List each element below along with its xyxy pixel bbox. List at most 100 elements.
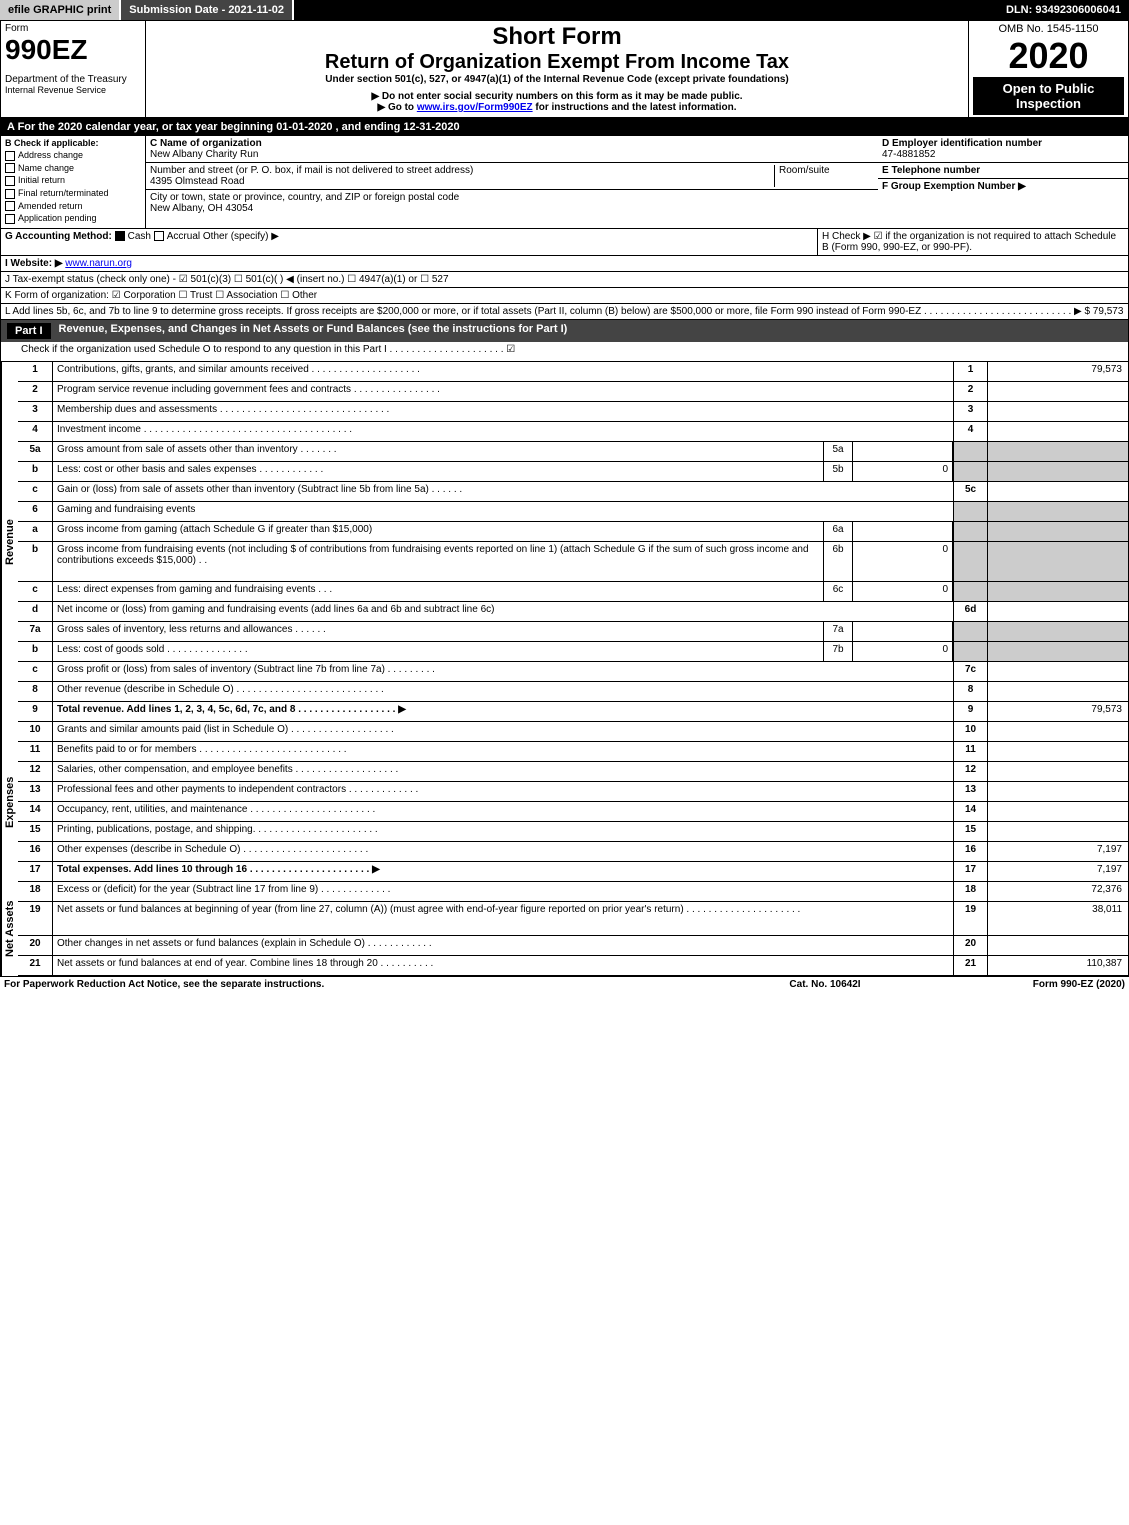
phone-label: E Telephone number: [882, 165, 1124, 176]
omb-number: OMB No. 1545-1150: [973, 23, 1124, 35]
line-2: 2Program service revenue including gover…: [18, 382, 1128, 402]
header-center: Short Form Return of Organization Exempt…: [146, 21, 968, 117]
row-j: J Tax-exempt status (check only one) - ☑…: [1, 272, 1128, 288]
line-5c: cGain or (loss) from sale of assets othe…: [18, 482, 1128, 502]
chk-cash[interactable]: [115, 231, 125, 241]
line-19: 19Net assets or fund balances at beginni…: [18, 902, 1128, 936]
subtitle: Under section 501(c), 527, or 4947(a)(1)…: [150, 74, 964, 85]
accrual-label: Accrual: [167, 231, 200, 242]
line-11: 11Benefits paid to or for members . . . …: [18, 742, 1128, 762]
line-12: 12Salaries, other compensation, and empl…: [18, 762, 1128, 782]
line-13: 13Professional fees and other payments t…: [18, 782, 1128, 802]
street-label: Number and street (or P. O. box, if mail…: [150, 165, 774, 176]
revenue-vlabel: Revenue: [1, 362, 18, 722]
chk-accrual[interactable]: [154, 231, 164, 241]
info-block: B Check if applicable: Address change Na…: [1, 136, 1128, 229]
group-exempt-label: F Group Exemption Number ▶: [882, 181, 1124, 192]
line-20: 20Other changes in net assets or fund ba…: [18, 936, 1128, 956]
box-b: B Check if applicable: Address change Na…: [1, 136, 146, 228]
line-21: 21Net assets or fund balances at end of …: [18, 956, 1128, 976]
header-left: Form 990EZ Department of the Treasury In…: [1, 21, 146, 117]
box-i: I Website: ▶ www.narun.org: [1, 256, 1128, 271]
line-1: 1Contributions, gifts, grants, and simil…: [18, 362, 1128, 382]
short-form-title: Short Form: [150, 23, 964, 51]
goto-post: for instructions and the latest informat…: [533, 102, 737, 113]
chk-amended-return[interactable]: Amended return: [5, 201, 141, 212]
part1-check-row: Check if the organization used Schedule …: [1, 342, 1128, 362]
city-value: New Albany, OH 43054: [150, 203, 874, 214]
box-e: E Telephone number: [878, 163, 1128, 179]
tax-year: 2020: [973, 35, 1124, 77]
row-l: L Add lines 5b, 6c, and 7b to line 9 to …: [1, 304, 1128, 320]
form-header: Form 990EZ Department of the Treasury In…: [1, 21, 1128, 118]
chk-final-return[interactable]: Final return/terminated: [5, 188, 141, 199]
line-4: 4Investment income . . . . . . . . . . .…: [18, 422, 1128, 442]
footer-formref: Form 990-EZ (2020): [925, 979, 1125, 990]
right-info: D Employer identification number 47-4881…: [878, 136, 1128, 228]
main-title: Return of Organization Exempt From Incom…: [150, 51, 964, 74]
header-right: OMB No. 1545-1150 2020 Open to Public In…: [968, 21, 1128, 117]
line-7c: cGross profit or (loss) from sales of in…: [18, 662, 1128, 682]
irs-label: Internal Revenue Service: [5, 85, 141, 95]
part1-label: Part I: [7, 323, 51, 339]
expenses-section: Expenses 10Grants and similar amounts pa…: [1, 722, 1128, 882]
line-7a: 7aGross sales of inventory, less returns…: [18, 622, 1128, 642]
room-suite: Room/suite: [774, 165, 874, 187]
dln-label: DLN: 93492306006041: [998, 0, 1129, 20]
netassets-lines: 18Excess or (deficit) for the year (Subt…: [18, 882, 1128, 976]
row-k: K Form of organization: ☑ Corporation ☐ …: [1, 288, 1128, 304]
ein-value: 47-4881852: [882, 149, 1124, 160]
dept-treasury: Department of the Treasury: [5, 74, 141, 85]
website-label: I Website: ▶: [5, 258, 63, 269]
org-name-value: New Albany Charity Run: [150, 149, 874, 160]
org-city-row: City or town, state or province, country…: [146, 190, 878, 216]
revenue-section: Revenue 1Contributions, gifts, grants, a…: [1, 362, 1128, 722]
org-street-row: Number and street (or P. O. box, if mail…: [146, 163, 878, 190]
toolbar-spacer: [294, 0, 998, 20]
box-c: C Name of organization New Albany Charit…: [146, 136, 878, 228]
footer-paperwork: For Paperwork Reduction Act Notice, see …: [4, 979, 725, 990]
line-16: 16Other expenses (describe in Schedule O…: [18, 842, 1128, 862]
top-toolbar: efile GRAPHIC print Submission Date - 20…: [0, 0, 1129, 20]
cash-label: Cash: [128, 231, 151, 242]
website-link[interactable]: www.narun.org: [65, 258, 132, 269]
expenses-lines: 10Grants and similar amounts paid (list …: [18, 722, 1128, 882]
irs-link[interactable]: www.irs.gov/Form990EZ: [417, 102, 533, 113]
part1-title: Revenue, Expenses, and Changes in Net As…: [59, 323, 568, 339]
line-6: 6Gaming and fundraising events: [18, 502, 1128, 522]
goto-pre: ▶ Go to: [377, 102, 416, 113]
revenue-lines: 1Contributions, gifts, grants, and simil…: [18, 362, 1128, 722]
chk-initial-return[interactable]: Initial return: [5, 175, 141, 186]
box-g: G Accounting Method: Cash Accrual Other …: [1, 229, 818, 255]
line-7b: bLess: cost of goods sold . . . . . . . …: [18, 642, 1128, 662]
org-name-row: C Name of organization New Albany Charit…: [146, 136, 878, 163]
ein-label: D Employer identification number: [882, 138, 1124, 149]
part1-bar: Part I Revenue, Expenses, and Changes in…: [1, 320, 1128, 342]
box-l: L Add lines 5b, 6c, and 7b to line 9 to …: [1, 304, 1128, 319]
form-body: Form 990EZ Department of the Treasury In…: [0, 20, 1129, 977]
efile-print-button[interactable]: efile GRAPHIC print: [0, 0, 121, 20]
chk-name-change[interactable]: Name change: [5, 163, 141, 174]
goto-note: ▶ Go to www.irs.gov/Form990EZ for instru…: [150, 102, 964, 113]
city-label: City or town, state or province, country…: [150, 192, 874, 203]
accounting-label: G Accounting Method:: [5, 231, 112, 242]
netassets-section: Net Assets 18Excess or (deficit) for the…: [1, 882, 1128, 976]
period-bar: A For the 2020 calendar year, or tax yea…: [1, 118, 1128, 136]
footer-catno: Cat. No. 10642I: [725, 979, 925, 990]
line-10: 10Grants and similar amounts paid (list …: [18, 722, 1128, 742]
line-3: 3Membership dues and assessments . . . .…: [18, 402, 1128, 422]
line-14: 14Occupancy, rent, utilities, and mainte…: [18, 802, 1128, 822]
netassets-vlabel: Net Assets: [1, 882, 18, 976]
ssn-note: ▶ Do not enter social security numbers o…: [150, 91, 964, 102]
line-17: 17Total expenses. Add lines 10 through 1…: [18, 862, 1128, 882]
line-6b: bGross income from fundraising events (n…: [18, 542, 1128, 582]
row-g-h: G Accounting Method: Cash Accrual Other …: [1, 229, 1128, 256]
line-18: 18Excess or (deficit) for the year (Subt…: [18, 882, 1128, 902]
line-6d: dNet income or (loss) from gaming and fu…: [18, 602, 1128, 622]
chk-address-change[interactable]: Address change: [5, 150, 141, 161]
row-i: I Website: ▶ www.narun.org: [1, 256, 1128, 272]
chk-application-pending[interactable]: Application pending: [5, 213, 141, 224]
open-public-badge: Open to Public Inspection: [973, 77, 1124, 115]
submission-date-label: Submission Date - 2021-11-02: [121, 0, 294, 20]
line-6a: aGross income from gaming (attach Schedu…: [18, 522, 1128, 542]
